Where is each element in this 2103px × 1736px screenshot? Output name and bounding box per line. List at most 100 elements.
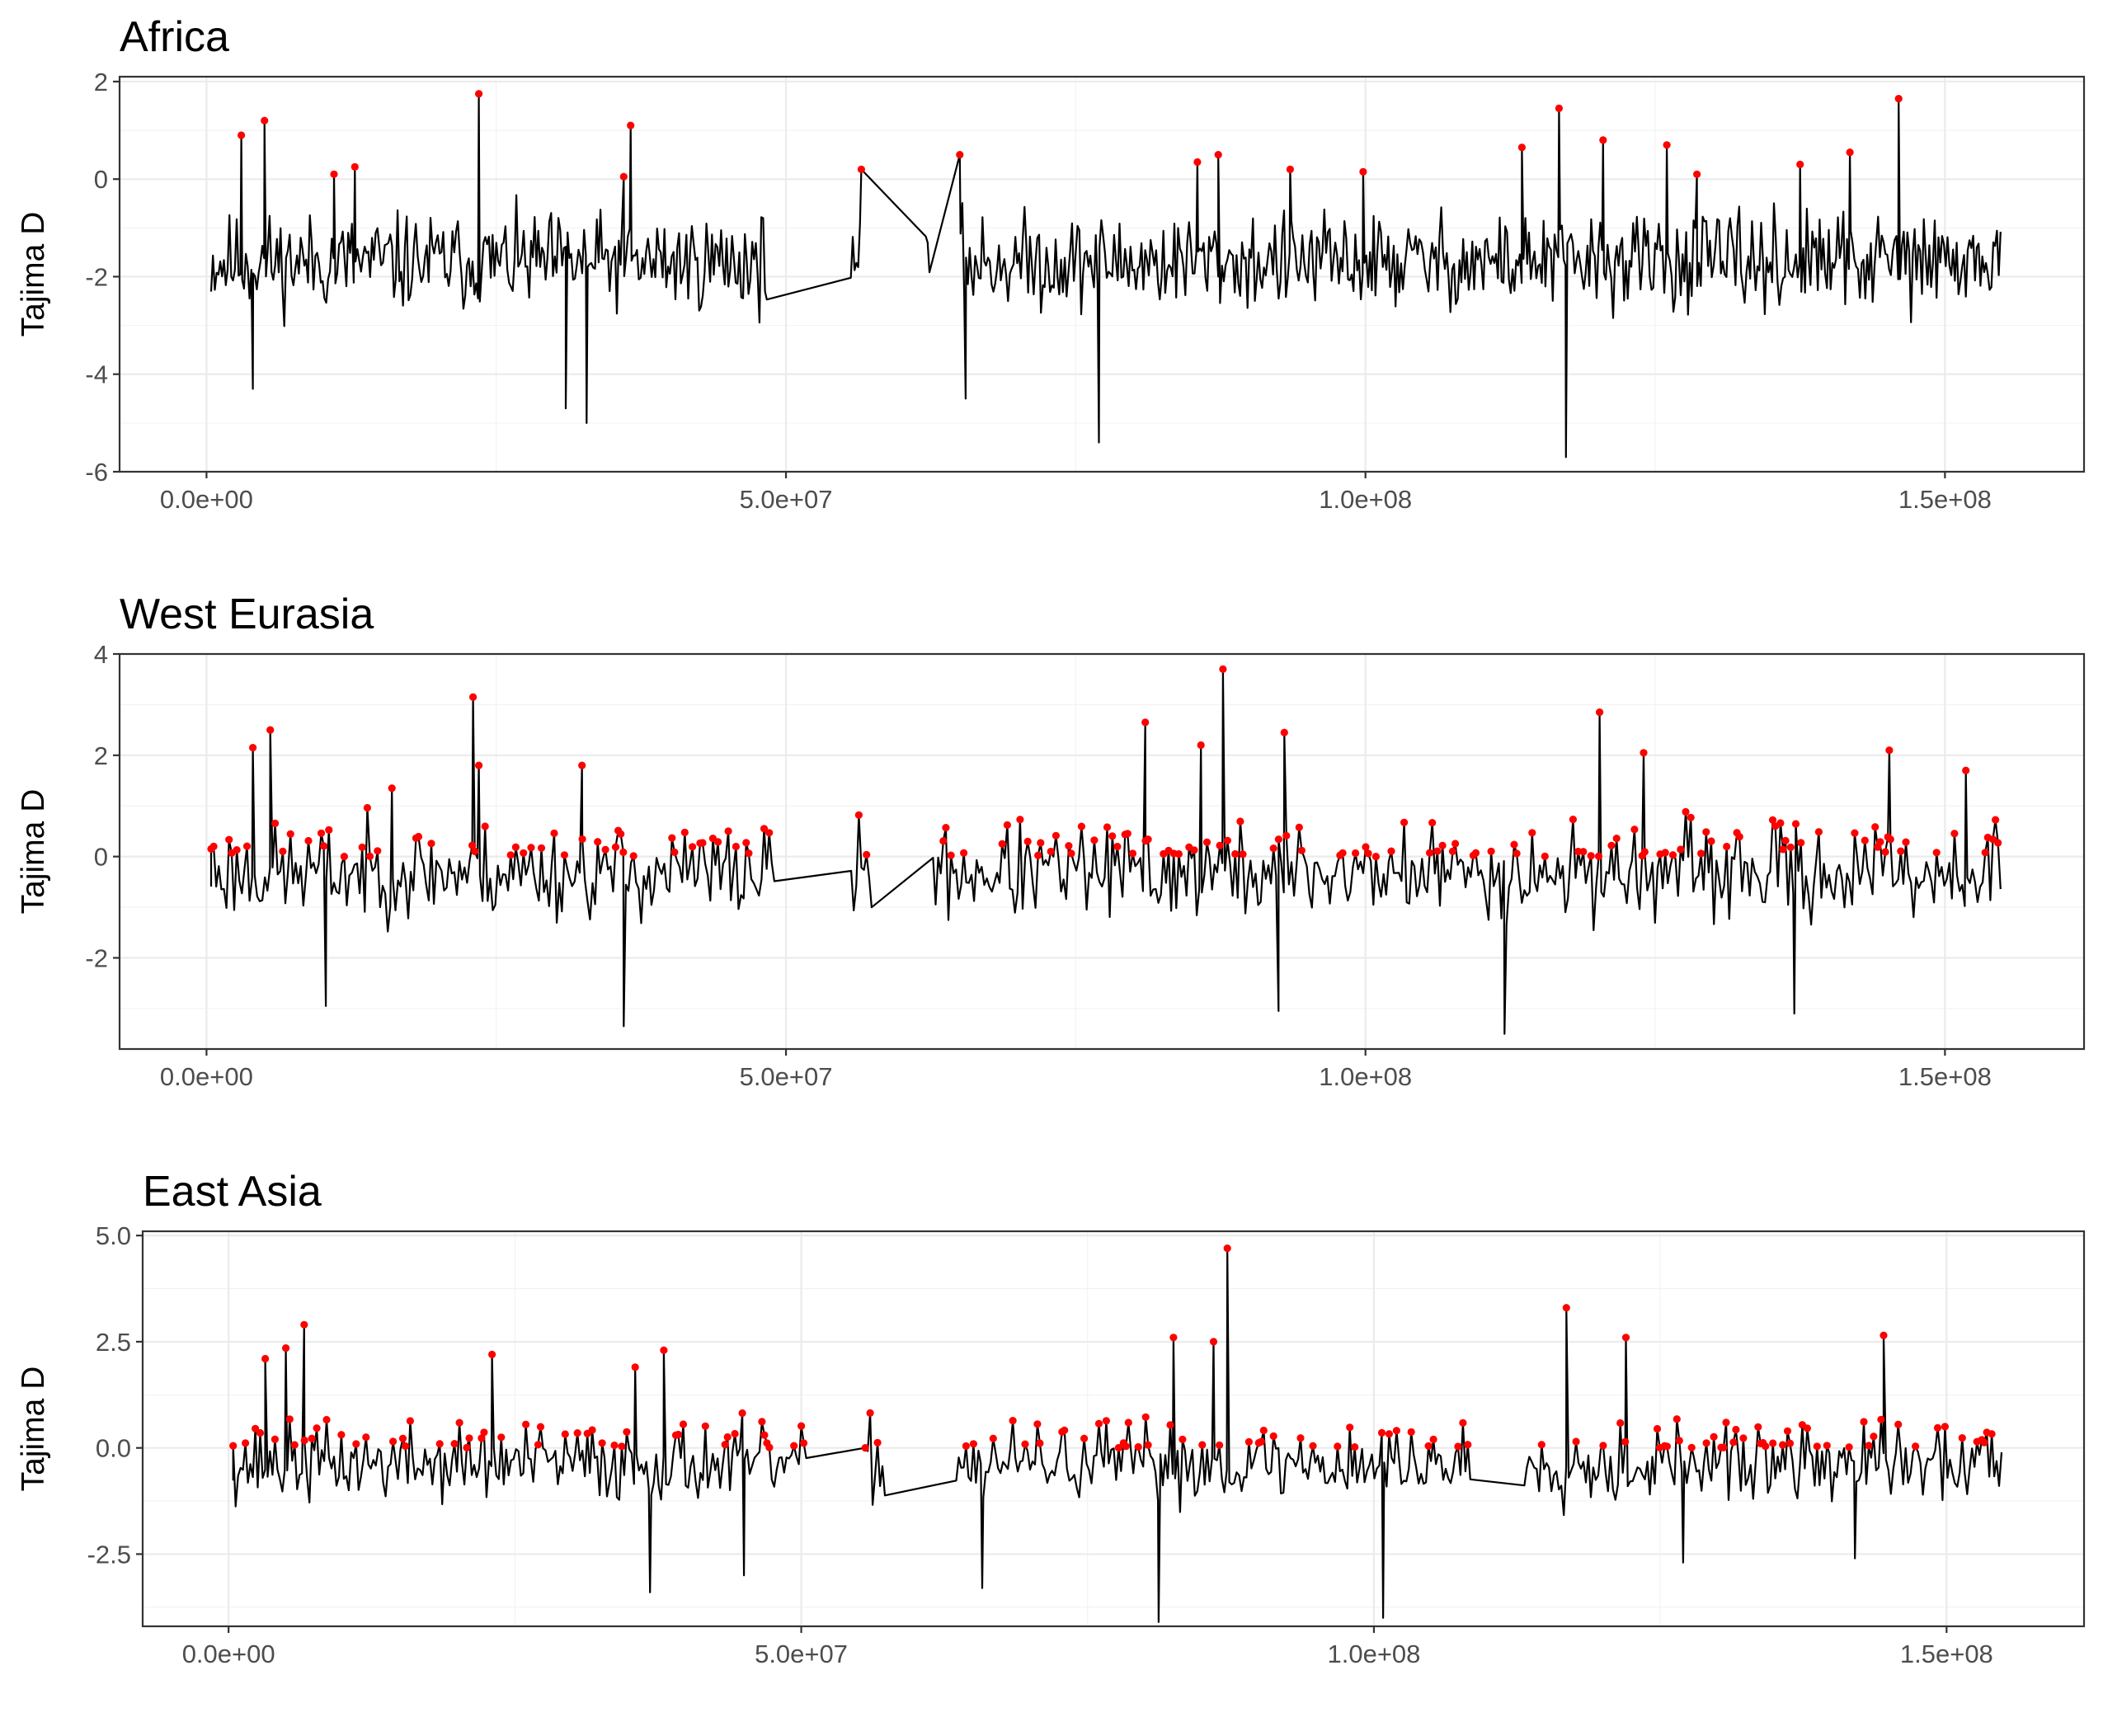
highlight-point xyxy=(670,848,679,856)
highlight-point xyxy=(1108,832,1117,840)
panel-border xyxy=(118,75,2086,473)
highlight-point xyxy=(1517,143,1526,152)
highlight-point xyxy=(536,1423,545,1431)
highlight-point xyxy=(363,803,371,812)
highlight-point xyxy=(497,1433,506,1442)
highlight-point xyxy=(1034,851,1042,859)
highlight-point xyxy=(340,853,348,861)
highlight-point xyxy=(1594,852,1603,860)
highlight-point xyxy=(522,1420,530,1428)
panel-west-eurasia: 0.0e+00 5.0e+07 1.0e+08 1.5e+08 -2 0 2 4 Tajima … xyxy=(16,590,2086,1091)
highlight-point xyxy=(1569,816,1577,824)
highlight-point xyxy=(1596,708,1604,717)
highlight-point xyxy=(1723,842,1731,851)
y-axis-label: Tajima D xyxy=(16,212,51,337)
highlight-point xyxy=(330,170,338,178)
highlight-point xyxy=(1710,1433,1718,1441)
highlight-point xyxy=(1513,849,1521,858)
x-tick-label: 1.5e+08 xyxy=(1898,485,1992,514)
x-tick-label: 1.0e+08 xyxy=(1319,485,1412,514)
highlight-point xyxy=(956,151,964,159)
highlight-point xyxy=(1309,1442,1317,1450)
highlight-point xyxy=(800,1439,808,1447)
highlight-point xyxy=(1400,818,1409,826)
highlight-point xyxy=(1877,1415,1885,1423)
highlight-point xyxy=(588,1426,596,1434)
highlight-point xyxy=(527,844,535,852)
highlight-point xyxy=(1426,849,1434,857)
highlight-point xyxy=(1555,104,1563,112)
y-tick-label: -2.5 xyxy=(87,1540,131,1569)
highlight-point xyxy=(1193,158,1202,167)
highlight-point xyxy=(861,1444,869,1452)
highlight-point xyxy=(304,836,313,845)
highlight-point xyxy=(679,1420,688,1428)
highlight-point xyxy=(1429,1435,1437,1443)
highlight-point xyxy=(1033,1420,1042,1428)
highlight-point xyxy=(765,1443,774,1451)
highlight-point xyxy=(1407,1428,1415,1436)
highlight-point xyxy=(1707,837,1715,845)
highlight-point xyxy=(1729,1438,1738,1447)
highlight-point xyxy=(1781,836,1790,844)
highlight-point xyxy=(1061,1426,1069,1434)
highlight-point xyxy=(1860,1418,1868,1426)
highlight-point xyxy=(1803,1424,1811,1433)
highlight-point xyxy=(1433,847,1442,855)
highlight-point xyxy=(797,1422,806,1430)
y-tick-label: 2 xyxy=(94,68,108,96)
highlight-point xyxy=(1897,847,1905,855)
highlight-point xyxy=(1080,1434,1089,1442)
highlight-point xyxy=(1438,841,1447,849)
highlight-point xyxy=(1687,813,1695,821)
panel-title: West Eurasia xyxy=(120,590,374,638)
highlight-point xyxy=(1675,1437,1683,1445)
highlight-point xyxy=(1128,849,1137,858)
highlight-point xyxy=(998,840,1006,848)
highlight-point xyxy=(455,1418,463,1427)
highlight-point xyxy=(1009,1417,1017,1425)
highlight-point xyxy=(511,843,520,851)
highlight-point xyxy=(1174,849,1183,859)
highlight-point xyxy=(317,829,326,837)
highlight-point xyxy=(242,842,252,850)
highlight-point xyxy=(406,1417,414,1425)
tajima-d-line xyxy=(209,92,2002,459)
highlight-point xyxy=(537,844,546,852)
y-tick-label: 0 xyxy=(94,843,108,872)
highlight-point xyxy=(463,1443,471,1451)
highlight-point xyxy=(1065,842,1073,850)
highlight-point xyxy=(233,846,241,854)
highlight-point xyxy=(550,829,558,838)
highlight-point xyxy=(1352,849,1360,858)
highlight-point xyxy=(1776,819,1785,827)
highlight-point xyxy=(1851,829,1859,837)
highlight-point xyxy=(601,845,609,854)
highlight-point xyxy=(578,761,586,769)
highlight-point xyxy=(1144,1441,1152,1449)
highlight-point xyxy=(286,830,294,838)
highlight-point xyxy=(1797,839,1805,847)
highlight-point xyxy=(618,1442,626,1451)
highlight-point xyxy=(1037,839,1045,847)
highlight-point xyxy=(1134,1442,1142,1451)
highlight-point xyxy=(468,841,477,849)
highlight-point xyxy=(594,838,602,846)
highlight-point xyxy=(1962,766,1970,774)
highlight-point xyxy=(350,162,359,171)
highlight-point xyxy=(506,851,515,859)
highlight-point xyxy=(1023,837,1032,845)
highlight-point xyxy=(1881,848,1889,856)
highlight-point xyxy=(398,1434,407,1442)
highlight-point xyxy=(1785,1439,1795,1447)
y-tick-label: 4 xyxy=(94,640,108,669)
highlight-point xyxy=(229,1442,238,1450)
highlight-point xyxy=(1796,160,1804,168)
highlight-point xyxy=(313,1424,321,1433)
highlight-point xyxy=(1077,822,1085,830)
highlight-point xyxy=(560,851,569,859)
highlight-point xyxy=(1144,835,1152,844)
highlight-point xyxy=(1572,1437,1580,1446)
highlight-point xyxy=(738,1409,746,1418)
highlight-point xyxy=(854,811,863,819)
